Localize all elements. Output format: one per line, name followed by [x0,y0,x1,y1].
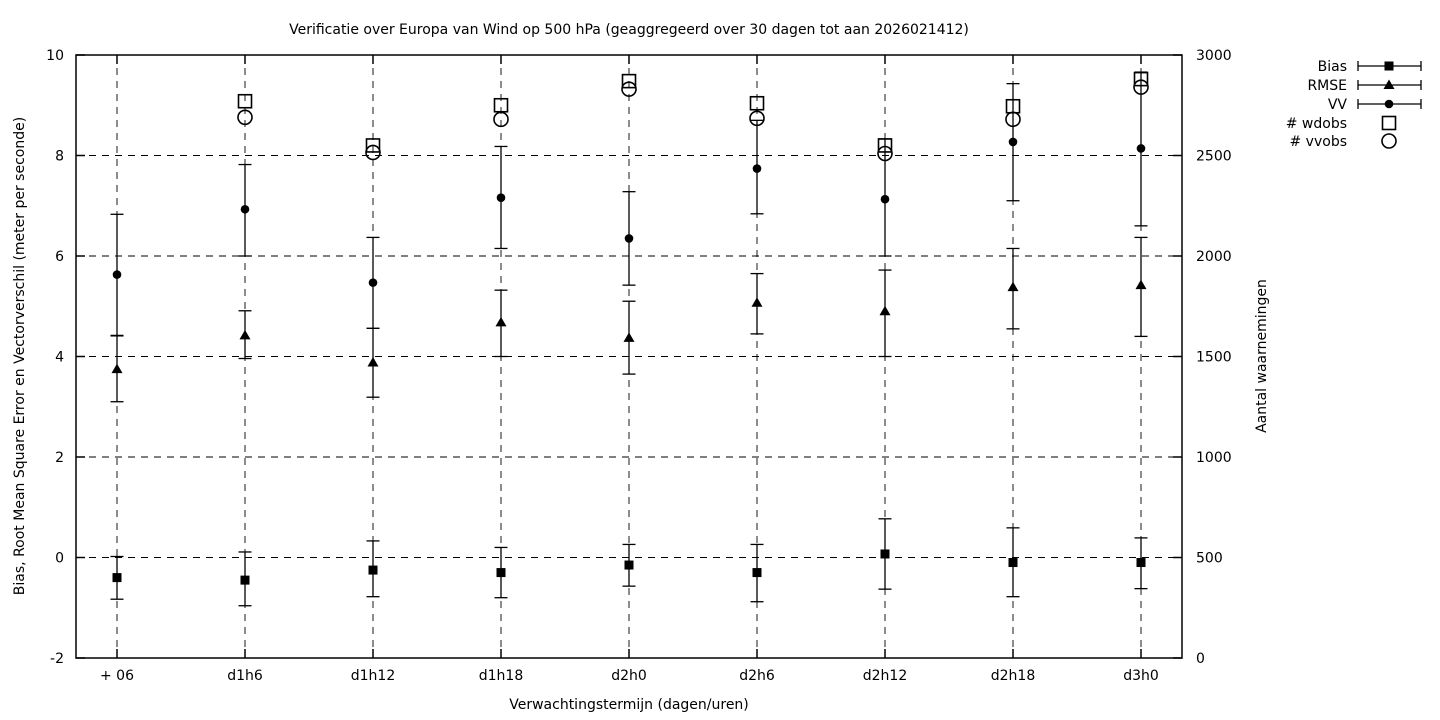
data-point [1133,79,1149,95]
tick-labels: -2 0 2 4 6 8 10 0 500 1000 1500 2000 2500 3000 + 06 d1h… [46,48,1231,684]
data-point [1133,71,1149,87]
data-point [624,560,634,570]
data-point [1384,61,1394,71]
data-point [240,575,250,585]
data-point [368,565,378,575]
data-point [880,194,890,204]
x-tick-label: + 06 [100,668,134,684]
legend-label-bias: Bias [1318,59,1347,75]
data-point [237,93,253,109]
data-point [1384,99,1394,109]
data-point [877,145,893,162]
data-point [752,164,762,173]
x-tick-label: d2h0 [611,668,647,684]
data-point [1136,144,1146,153]
data-point [749,110,765,127]
right-tick-label: 3000 [1196,48,1232,64]
series-rmse [110,236,1148,403]
data-point [749,95,765,111]
data-point [111,363,123,374]
legend-label-vv: VV [1328,97,1348,113]
data-point [621,73,637,89]
data-point [1008,137,1018,147]
data-point [365,144,381,161]
x-tick-label: d2h6 [739,668,775,684]
data-point [237,109,253,126]
right-tick-label: 1500 [1196,350,1232,366]
legend: Bias RMSE VV # wdobs # vvobs [1286,59,1422,150]
data-point [367,357,379,367]
left-tick-label: -2 [50,651,64,667]
data-point [621,81,637,97]
right-tick-label: 1000 [1196,450,1232,466]
data-point [112,573,122,583]
data-point [1136,558,1146,568]
x-tick-label: d2h18 [991,668,1035,684]
data-point [368,278,378,287]
x-tick-label: d3h0 [1123,668,1159,684]
data-point [1008,558,1018,568]
left-tick-label: 10 [46,48,64,64]
data-point [495,316,507,327]
data-point [239,329,251,340]
data-point [112,270,122,279]
right-tick-label: 2000 [1196,249,1232,265]
left-tick-label: 4 [55,350,64,366]
data-point [752,568,762,578]
legend-label-wdobs: # wdobs [1286,116,1347,132]
data-point [623,332,635,342]
left-tick-label: 8 [55,149,64,165]
data-point [1005,111,1021,128]
x-tick-label: d2h12 [863,668,907,684]
data-point [880,549,890,559]
left-tick-label: 0 [55,551,64,567]
right-tick-label: 0 [1196,651,1205,667]
axes [75,54,1183,659]
data-point [877,138,893,153]
x-axis-label: Verwachtingstermijn (dagen/uren) [509,697,749,713]
data-point [1383,79,1395,89]
data-point [879,305,891,316]
series-bias [110,518,1148,607]
data-point [624,234,634,243]
chart-title: Verificatie over Europa van Wind op 500 … [289,22,969,38]
data-point [493,111,509,128]
right-tick-label: 2500 [1196,149,1232,165]
series-vv [110,71,1148,337]
x-tick-label: d1h12 [351,668,395,684]
series-vvobs [237,79,1149,162]
data-point [1135,279,1147,290]
legend-label-vvobs: # vvobs [1290,134,1348,150]
data-point [751,297,763,307]
right-tick-label: 500 [1196,551,1223,567]
data-point [240,204,250,214]
legend-label-rmse: RMSE [1307,78,1347,94]
data-point [1381,133,1397,149]
x-tick-label: d1h18 [479,668,523,684]
data-point [496,568,506,578]
left-tick-label: 6 [55,249,64,265]
data-point [1381,115,1397,131]
x-tick-label: d1h6 [227,668,263,684]
data-point [1007,281,1019,292]
data-point [496,193,506,203]
data-point [365,138,381,153]
left-tick-label: 2 [55,450,64,466]
